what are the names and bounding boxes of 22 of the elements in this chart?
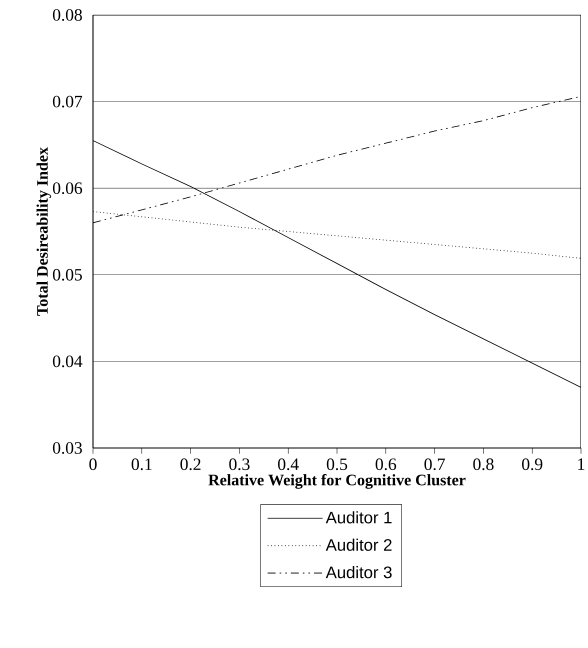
x-tick-label: 0.5 (326, 458, 348, 470)
x-tick-label: 0 (89, 458, 97, 470)
x-tick-label: 0.4 (278, 458, 299, 470)
legend-label: Auditor 1 (326, 511, 392, 524)
x-tick-label: 0.3 (229, 458, 250, 470)
legend-label: Auditor 2 (326, 538, 392, 551)
legend-label: Auditor 3 (326, 566, 392, 578)
y-tick-label: 0.06 (52, 182, 82, 194)
x-tick-label: 0.7 (424, 458, 445, 470)
x-tick-label: 1 (578, 458, 584, 470)
x-tick-label: 0.8 (473, 458, 494, 470)
y-tick-label: 0.07 (52, 96, 82, 108)
x-tick-label: 0.9 (522, 458, 542, 470)
y-tick-label: 0.03 (52, 442, 82, 454)
x-tick-label: 0.6 (376, 458, 396, 470)
x-tick-label: 0.1 (132, 458, 152, 470)
y-tick-label: 0.08 (52, 9, 82, 21)
y-tick-label: 0.04 (52, 356, 82, 368)
x-tick-label: 0.2 (180, 458, 200, 470)
y-tick-label: 0.05 (52, 268, 82, 281)
y-axis-title: Total Desireability Index (36, 147, 52, 316)
x-axis-title: Relative Weight for Cognitive Cluster (208, 474, 466, 489)
